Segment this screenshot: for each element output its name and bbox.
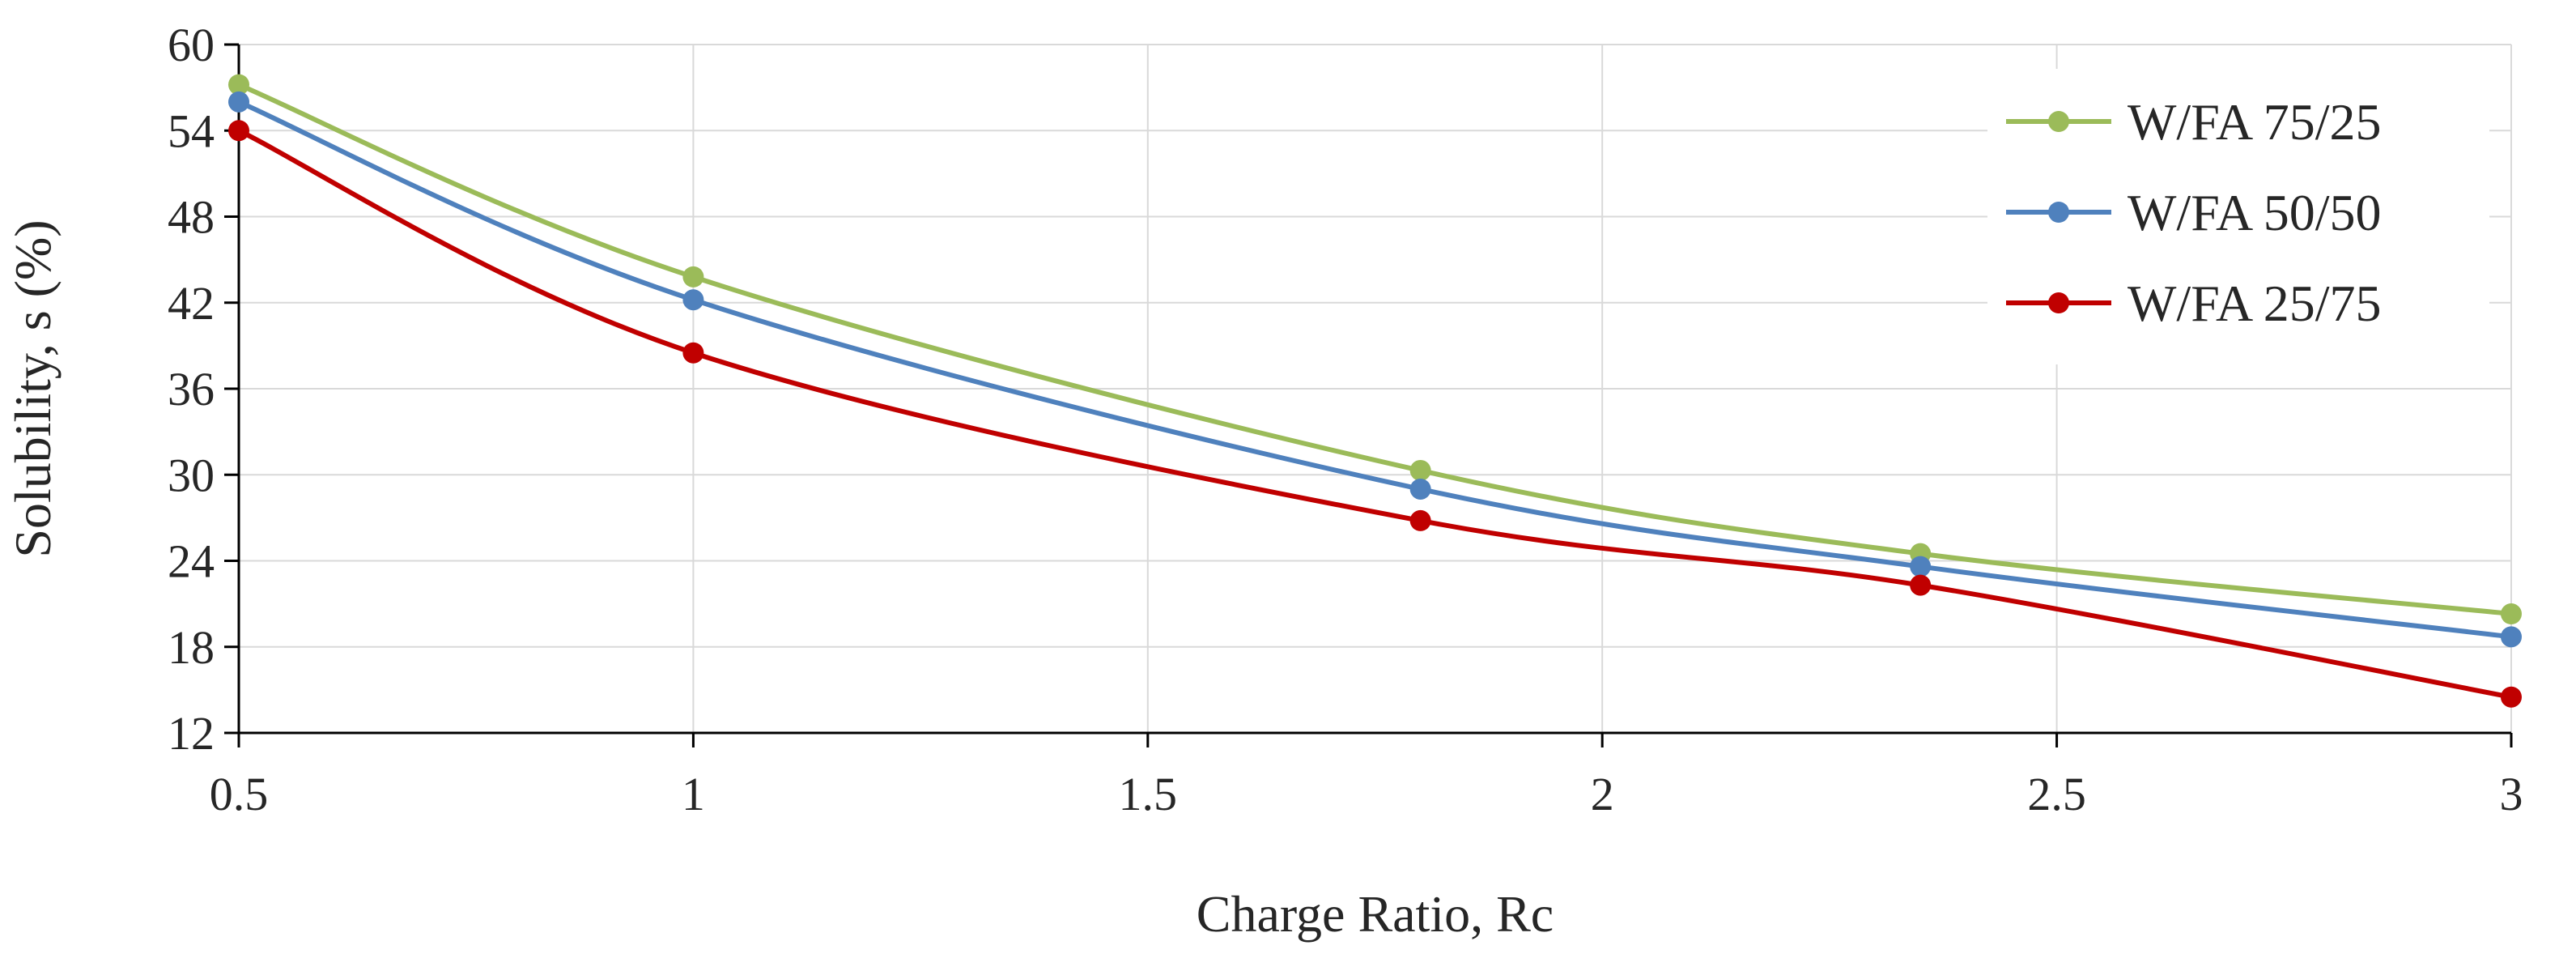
legend-background [1987, 69, 2489, 364]
data-point [1409, 478, 1431, 500]
series-lines [228, 74, 2522, 708]
grid-lines [238, 44, 2512, 734]
y-tick-label: 18 [168, 621, 215, 674]
data-point [682, 342, 704, 364]
x-axis-title: Charge Ratio, Rc [1197, 885, 1554, 943]
x-tick-label: 2 [1591, 768, 1614, 820]
x-tick-label: 2.5 [2027, 768, 2086, 820]
series-1 [228, 74, 2522, 625]
series-line [237, 128, 2512, 700]
y-tick-label: 12 [168, 707, 215, 760]
data-point [228, 91, 249, 113]
data-point [1409, 459, 1431, 481]
x-tick-label: 3 [2500, 768, 2523, 820]
data-point [228, 120, 249, 142]
y-tick-label: 24 [168, 535, 215, 588]
legend-swatch-marker [2048, 292, 2069, 313]
legend-item: W/FA 50/50 [2006, 184, 2382, 241]
data-point [2501, 603, 2522, 625]
data-point [682, 266, 704, 287]
x-tick-label: 0.5 [210, 768, 269, 820]
y-tick-label: 60 [168, 19, 215, 71]
data-point [2501, 686, 2522, 708]
data-point [228, 74, 249, 96]
series-2 [228, 91, 2522, 648]
legend: W/FA 75/25 W/FA 50/50 W/FA 25/75 [1987, 69, 2489, 364]
legend-item: W/FA 75/25 [2006, 93, 2382, 151]
data-point [1910, 574, 1932, 596]
y-tick-label: 36 [168, 363, 215, 415]
y-tick-label: 48 [168, 191, 215, 244]
legend-item: W/FA 25/75 [2006, 275, 2382, 332]
y-tick-label: 30 [168, 449, 215, 501]
y-tick-label: 54 [168, 104, 215, 157]
x-tick-label: 1 [682, 768, 705, 820]
legend-label: W/FA 25/75 [2128, 275, 2382, 332]
data-point [1409, 509, 1431, 531]
legend-label: W/FA 75/25 [2128, 93, 2382, 151]
legend-swatch-marker [2048, 111, 2069, 132]
legend-swatch-marker [2048, 202, 2069, 223]
y-tick-label: 42 [168, 277, 215, 330]
series-3 [228, 120, 2522, 708]
tick-labels: 12 18 24 30 36 42 48 54 60 0.5 1 1.5 2 2.5 3 [168, 19, 2523, 820]
data-point [682, 289, 704, 311]
legend-label: W/FA 50/50 [2128, 184, 2382, 241]
data-point [2501, 626, 2522, 648]
data-point [1910, 556, 1932, 577]
y-axis-title: Solubility, s (%) [4, 219, 62, 557]
x-tick-label: 1.5 [1119, 768, 1178, 820]
